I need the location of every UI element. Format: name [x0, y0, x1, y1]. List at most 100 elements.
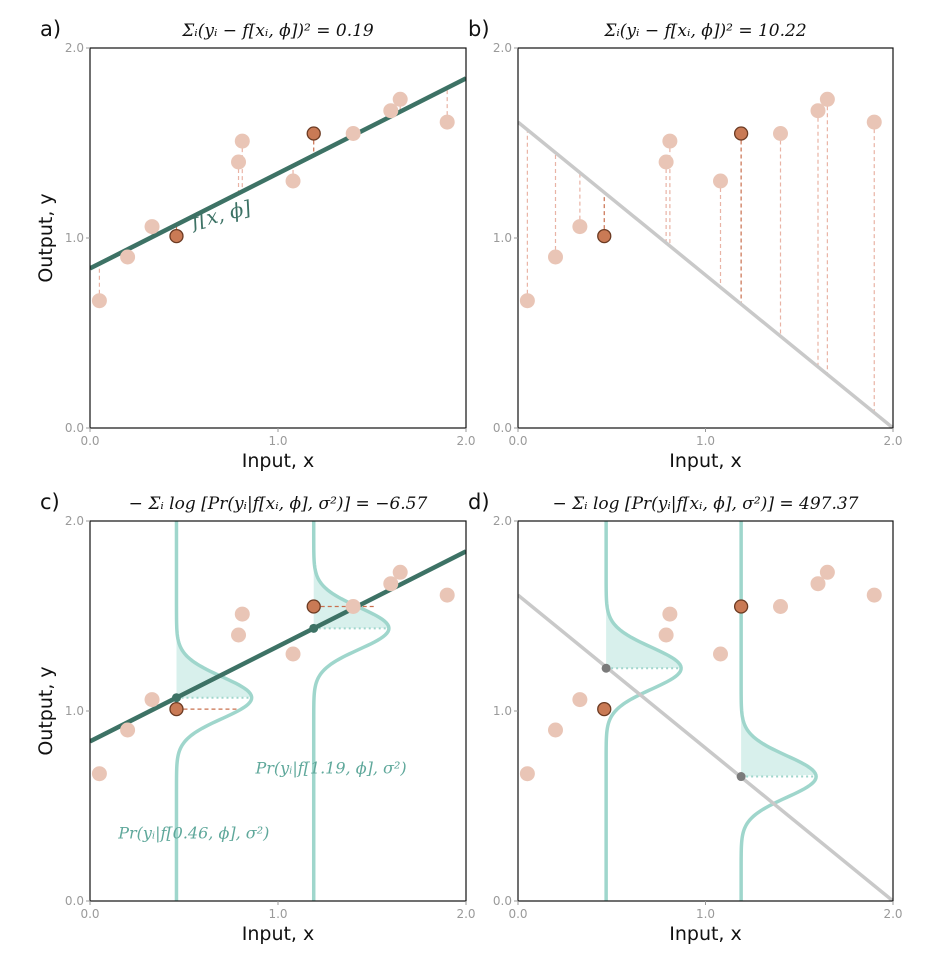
- y-tick-label: 2.0: [65, 514, 84, 528]
- data-point: [773, 126, 788, 141]
- prediction-point-1: [736, 772, 746, 782]
- data-point: [345, 126, 361, 141]
- x-tick-label: 0.0: [80, 907, 99, 921]
- y-tick-label: 1.0: [65, 704, 84, 718]
- data-point: [810, 103, 826, 119]
- gaussian-curve-1: [311, 521, 391, 901]
- plot-area-b: [518, 91, 893, 428]
- data-point: [548, 722, 563, 738]
- gaussian-curve-0: [604, 521, 683, 901]
- data-point: [810, 576, 826, 592]
- x-axis-label: Input, x: [669, 923, 742, 945]
- data-point: [658, 154, 674, 170]
- y-tick-label: 1.0: [65, 231, 84, 245]
- data-point: [819, 91, 835, 107]
- plot-frame: [517, 520, 894, 902]
- highlight-point: [306, 126, 321, 141]
- prediction-point-0: [601, 663, 611, 673]
- data-point: [144, 692, 160, 708]
- highlight-point: [597, 701, 612, 717]
- x-axis-label: Input, x: [669, 450, 742, 472]
- gaussian-fill-0: [606, 521, 682, 669]
- panel-title: − Σᵢ log [Pr(yᵢ|f[xᵢ, ϕ], σ²)] = 497.37: [552, 494, 858, 514]
- data-point: [439, 114, 455, 130]
- x-axis-label: Input, x: [242, 450, 315, 472]
- gaussian-fill-0: [176, 521, 252, 698]
- data-point: [234, 606, 250, 622]
- model-line: [90, 549, 466, 744]
- distribution-label-0: Pr(yᵢ|f[0.46, ϕ], σ²): [117, 823, 269, 842]
- data-point: [231, 154, 247, 170]
- y-tick-label: 1.0: [493, 231, 512, 245]
- panel-b: 0.00.0 1.0 1.0 2.0 2.0 Input, x b) Σᵢ(yᵢ − f[xᵢ…: [468, 17, 903, 472]
- data-point: [285, 173, 301, 189]
- panel-c: 0.00.0 1.0 1.0 2.0 2.0 Input, x Output, y c) − Σ…: [35, 490, 476, 945]
- panel-a: 0.00.0 1.0 1.0 2.0 2.0 Input, x Output, y a) Σᵢ(…: [35, 17, 476, 472]
- prediction-point-1: [309, 623, 319, 633]
- x-tick-label: 2.0: [456, 434, 475, 448]
- data-point: [572, 692, 588, 708]
- x-tick-label: 2.0: [883, 434, 902, 448]
- y-tick-label: 2.0: [493, 514, 512, 528]
- gaussian-curve-0: [174, 521, 254, 901]
- data-point: [234, 133, 250, 149]
- plot-area-c: [90, 521, 466, 901]
- highlight-point: [733, 126, 749, 141]
- y-tick-label: 2.0: [65, 41, 84, 55]
- data-point: [662, 133, 678, 149]
- x-tick-label: 0.0: [508, 907, 527, 921]
- y-tick-label: 2.0: [493, 41, 512, 55]
- prediction-point-0: [171, 693, 181, 703]
- y-axis-label: Output, y: [35, 666, 57, 755]
- y-tick-label: 0.0: [493, 894, 512, 908]
- data-point: [383, 576, 399, 592]
- panel-letter: a): [40, 17, 61, 41]
- data-point: [392, 564, 408, 580]
- x-tick-label: 0.0: [508, 434, 527, 448]
- data-point: [231, 627, 247, 643]
- gaussian-fill-1: [313, 521, 389, 629]
- y-tick-label: 1.0: [493, 704, 512, 718]
- highlight-point: [597, 228, 612, 244]
- data-point: [866, 587, 882, 603]
- data-point: [819, 564, 835, 580]
- data-point: [91, 293, 107, 309]
- plot-area-a: [90, 76, 466, 309]
- x-tick-label: 1.0: [268, 434, 287, 448]
- x-tick-label: 2.0: [883, 907, 902, 921]
- x-tick-label: 1.0: [696, 434, 715, 448]
- data-point: [519, 293, 535, 309]
- highlight-point: [169, 701, 184, 717]
- data-point: [572, 219, 588, 235]
- data-point: [773, 599, 788, 614]
- data-point: [439, 587, 455, 603]
- data-point: [866, 114, 882, 130]
- y-tick-label: 0.0: [493, 421, 512, 435]
- gaussian-curve-1: [739, 521, 818, 901]
- panel-letter: d): [468, 490, 490, 514]
- x-tick-label: 0.0: [80, 434, 99, 448]
- x-tick-label: 1.0: [696, 907, 715, 921]
- highlight-point: [306, 599, 321, 614]
- data-point: [144, 219, 160, 235]
- highlight-point: [169, 228, 184, 244]
- data-point: [120, 722, 136, 738]
- panel-title: Σᵢ(yᵢ − f[xᵢ, ϕ])² = 0.19: [181, 21, 374, 41]
- model-line: [518, 593, 893, 901]
- data-point: [383, 103, 399, 119]
- data-point: [662, 606, 678, 622]
- model-line: [90, 76, 466, 271]
- panel-title: − Σᵢ log [Pr(yᵢ|f[xᵢ, ϕ], σ²)] = −6.57: [129, 494, 428, 514]
- y-tick-label: 0.0: [65, 421, 84, 435]
- data-point: [285, 646, 301, 662]
- data-point: [345, 599, 361, 614]
- distribution-label-1: Pr(yᵢ|f[1.19, ϕ], σ²): [254, 759, 406, 778]
- data-point: [658, 627, 674, 643]
- model-line: [518, 120, 893, 428]
- y-tick-label: 0.0: [65, 894, 84, 908]
- data-point: [392, 91, 408, 107]
- data-point: [548, 249, 563, 265]
- highlight-point: [733, 599, 749, 614]
- x-axis-label: Input, x: [242, 923, 315, 945]
